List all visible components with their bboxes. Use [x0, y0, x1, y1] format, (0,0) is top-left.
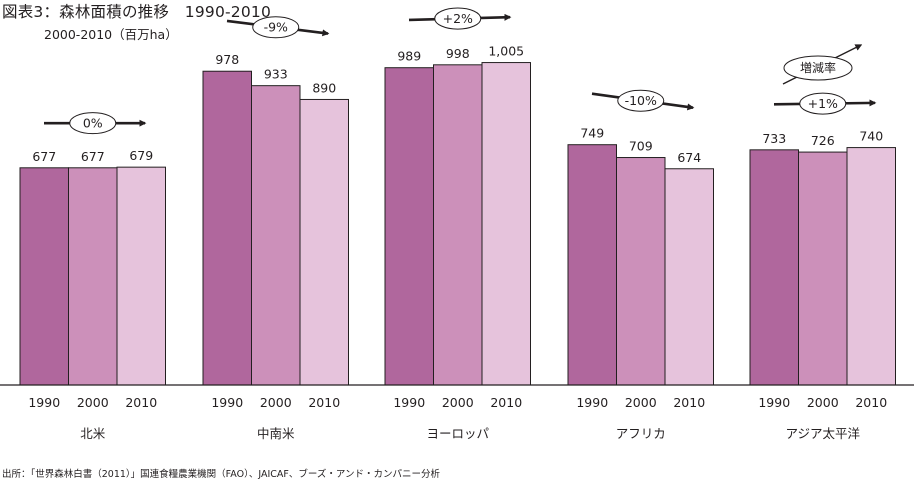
bar-value-label: 1,005 [488, 44, 524, 59]
legend-label: 増減率 [800, 60, 836, 75]
category-label: アジア太平洋 [785, 426, 860, 441]
bar [202, 70, 252, 386]
bar-group: 749 1990 709 2000 674 2010 アフリカ -10% [567, 89, 714, 441]
x-tick-label: 2000 [442, 395, 474, 410]
bar [798, 151, 848, 386]
bar-group: 989 1990 998 2000 1,005 2010 ヨーロッパ +2% [384, 7, 531, 441]
bar-group: 677 1990 677 2000 679 2010 北米 0% [19, 112, 166, 441]
bar [299, 98, 349, 386]
bar-value-label: 933 [264, 67, 288, 82]
bar [384, 67, 434, 386]
change-rate-label: -9% [264, 20, 288, 35]
change-rate-ellipse [252, 16, 300, 39]
bar-value-label: 890 [312, 80, 336, 95]
legend-ellipse [783, 55, 853, 81]
bar-value-label: 726 [811, 133, 835, 148]
chart-unit-label: 2000-2010（百万ha） [44, 27, 178, 42]
change-rate-legend: 増減率 [782, 44, 863, 85]
bar-group: 978 1990 933 2000 890 2010 中南米 -9% [202, 16, 349, 441]
bar-group: 733 1990 726 2000 740 2010 アジア太平洋 +1% [749, 92, 896, 441]
category-label: アフリカ [616, 426, 666, 441]
x-tick-label: 1990 [28, 395, 60, 410]
x-tick-label: 2000 [625, 395, 657, 410]
chart-title: 図表3：森林面積の推移 1990-2010 [2, 3, 272, 21]
bar-value-label: 978 [215, 52, 239, 67]
bar-value-label: 740 [859, 129, 883, 144]
change-rate-ellipse [69, 112, 117, 135]
bar-value-label: 677 [32, 149, 56, 164]
change-rate-ellipse [434, 7, 482, 30]
change-rate-ellipse [617, 89, 665, 112]
change-rate-label: 0% [83, 116, 103, 131]
category-label: 中南米 [257, 426, 295, 441]
change-rate-label: -10% [625, 93, 657, 108]
bar [567, 144, 617, 386]
x-tick-label: 2010 [855, 395, 887, 410]
x-tick-label: 2010 [125, 395, 157, 410]
bar [846, 147, 896, 386]
change-rate-ellipse [799, 92, 847, 115]
x-tick-label: 2010 [673, 395, 705, 410]
bar-value-label: 998 [446, 46, 470, 61]
bar [116, 166, 166, 386]
bar [68, 167, 118, 386]
bar-value-label: 709 [629, 139, 653, 154]
bar [251, 85, 301, 386]
source-note: 出所：「世界森林白書（2011）」国連食糧農業機関（FAO）、JAICAF、ブー… [2, 469, 441, 480]
bar [433, 64, 483, 386]
x-tick-label: 1990 [576, 395, 608, 410]
x-tick-label: 1990 [211, 395, 243, 410]
x-tick-label: 2010 [490, 395, 522, 410]
x-tick-label: 2000 [807, 395, 839, 410]
bar [616, 157, 666, 386]
bar-value-label: 989 [397, 49, 421, 64]
bar-value-label: 749 [580, 126, 604, 141]
bar [749, 149, 799, 386]
bar [19, 167, 69, 386]
bar [664, 168, 714, 386]
bar-value-label: 733 [762, 131, 786, 146]
x-tick-label: 2000 [77, 395, 109, 410]
x-tick-label: 1990 [758, 395, 790, 410]
x-tick-label: 1990 [393, 395, 425, 410]
bar [481, 62, 531, 386]
bar-value-label: 677 [81, 149, 105, 164]
x-tick-label: 2000 [260, 395, 292, 410]
change-rate-label: +1% [808, 96, 838, 111]
bar-value-label: 679 [129, 148, 153, 163]
change-rate-label: +2% [443, 11, 473, 26]
category-label: 北米 [80, 426, 106, 441]
x-tick-label: 2010 [308, 395, 340, 410]
category-label: ヨーロッパ [426, 426, 489, 441]
bar-value-label: 674 [677, 150, 701, 165]
